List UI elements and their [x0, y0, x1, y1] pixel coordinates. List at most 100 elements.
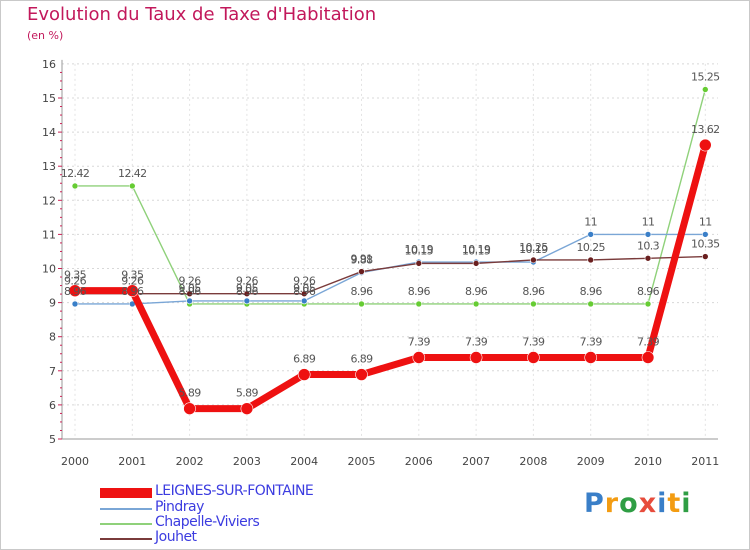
- data-point-leignes-sur-fontaine: [240, 402, 254, 415]
- legend-swatch-jouhet: [100, 538, 152, 540]
- data-label-chapelle-viviers: 8.96: [522, 285, 545, 298]
- data-label-chapelle-viviers: 8.96: [637, 285, 660, 298]
- data-point-jouhet: [243, 290, 251, 298]
- data-label-jouhet: 10.15: [405, 244, 434, 257]
- data-point-pindray: [300, 297, 308, 305]
- y-tick-label: 6: [49, 399, 56, 412]
- data-label-pindray: 9.05: [179, 282, 202, 295]
- x-tick-label: 2000: [61, 455, 89, 468]
- data-label-chapelle-viviers: 8.96: [179, 285, 202, 298]
- data-point-leignes-sur-fontaine: [126, 284, 139, 297]
- data-label-leignes-sur-fontaine: 13.62: [691, 123, 720, 136]
- x-tick-label: 2010: [634, 455, 662, 468]
- logo-letter: x: [638, 488, 658, 519]
- legend-label-pindray: Pindray: [155, 499, 204, 515]
- data-point-jouhet: [300, 290, 308, 298]
- x-tick-label: 2008: [519, 455, 547, 468]
- data-point-jouhet: [358, 268, 365, 275]
- y-tick-label: 9: [49, 297, 56, 310]
- data-point-pindray: [71, 300, 79, 308]
- x-tick-label: 2002: [176, 455, 204, 468]
- data-label-chapelle-viviers: 15.25: [691, 70, 720, 83]
- series-line-leignes-sur-fontaine: [75, 144, 709, 413]
- data-point-chapelle-viviers: [587, 300, 595, 308]
- data-point-jouhet: [415, 260, 423, 267]
- data-point-jouhet: [530, 256, 537, 264]
- data-label-chapelle-viviers: 8.96: [580, 285, 603, 298]
- legend-swatch-pindray: [100, 508, 152, 510]
- logo-letter: i: [681, 488, 692, 519]
- x-tick-label: 2011: [691, 455, 719, 468]
- data-point-leignes-sur-fontaine: [68, 284, 82, 297]
- data-point-chapelle-viviers: [415, 300, 423, 308]
- data-label-leignes-sur-fontaine: 7.39: [465, 336, 488, 349]
- data-point-leignes-sur-fontaine: [355, 368, 368, 381]
- data-point-chapelle-viviers: [701, 86, 709, 93]
- data-label-jouhet: 9.91: [350, 253, 372, 266]
- data-label-jouhet: 9.26: [64, 275, 87, 288]
- chart-title: Evolution du Taux de Taxe d'Habitation: [27, 4, 377, 25]
- data-label-chapelle-viviers: 8.96: [293, 285, 316, 298]
- logo-letter: r: [604, 488, 620, 519]
- data-label-jouhet: 9.26: [179, 275, 202, 288]
- legend-label-chapelle-viviers: Chapelle-Viviers: [155, 514, 260, 530]
- x-tick-label: 2007: [462, 455, 490, 468]
- legend-swatch-leignes: [100, 488, 152, 498]
- data-label-chapelle-viviers: 8.96: [408, 285, 431, 298]
- data-label-leignes-sur-fontaine: 7.39: [637, 336, 660, 349]
- data-label-jouhet: 9.26: [293, 275, 316, 288]
- data-point-chapelle-viviers: [530, 300, 537, 308]
- data-point-leignes-sur-fontaine: [641, 351, 655, 364]
- data-label-jouhet: 10.25: [576, 241, 605, 254]
- data-label-leignes-sur-fontaine: 9.35: [121, 269, 144, 282]
- chart-subtitle: (en %): [27, 29, 64, 42]
- legend-label-leignes: LEIGNES-SUR-FONTAINE: [155, 483, 314, 499]
- data-label-leignes-sur-fontaine: 7.39: [408, 336, 431, 349]
- data-label-pindray: 11: [699, 215, 712, 228]
- data-label-leignes-sur-fontaine: 6.89: [293, 353, 316, 366]
- data-label-jouhet: 10.3: [637, 239, 660, 252]
- data-label-pindray: 9.88: [350, 254, 373, 267]
- data-point-leignes-sur-fontaine: [584, 351, 598, 364]
- data-point-jouhet: [587, 256, 595, 264]
- y-tick-label: 13: [42, 160, 56, 173]
- data-label-leignes-sur-fontaine: 7.39: [580, 336, 603, 349]
- y-tick-label: 7: [49, 365, 56, 378]
- y-tick-label: 8: [49, 331, 56, 344]
- data-point-jouhet: [186, 290, 193, 298]
- series-line-jouhet: [75, 255, 706, 295]
- data-label-jouhet: 9.26: [121, 275, 144, 288]
- x-tick-label: 2004: [290, 455, 318, 468]
- data-point-leignes-sur-fontaine: [469, 351, 483, 364]
- data-label-pindray: 8.96: [121, 285, 144, 298]
- data-point-jouhet: [472, 260, 480, 267]
- x-tick-label: 2005: [348, 455, 376, 468]
- data-label-chapelle-viviers: 8.96: [236, 285, 259, 298]
- data-point-chapelle-viviers: [472, 300, 480, 308]
- logo-letter: t: [667, 488, 682, 519]
- y-tick-label: 14: [42, 126, 56, 139]
- logo-letter: i: [657, 488, 668, 519]
- logo-letter: P: [584, 488, 605, 519]
- data-point-jouhet: [644, 254, 652, 262]
- y-tick-label: 10: [42, 263, 56, 276]
- x-tick-label: 2003: [233, 455, 261, 468]
- data-point-leignes-sur-fontaine: [527, 351, 540, 364]
- x-tick-label: 2006: [405, 455, 433, 468]
- data-label-pindray: 10.19: [405, 243, 434, 256]
- data-point-leignes-sur-fontaine: [183, 402, 196, 415]
- y-tick-label: 11: [42, 228, 56, 241]
- data-point-pindray: [701, 231, 709, 238]
- y-tick-label: 15: [42, 92, 56, 105]
- y-tick-label: 5: [49, 433, 56, 446]
- data-point-pindray: [243, 297, 251, 305]
- data-point-chapelle-viviers: [644, 300, 652, 308]
- data-point-leignes-sur-fontaine: [698, 138, 712, 152]
- data-label-pindray: 9.05: [236, 282, 259, 295]
- series-line-chapelle-viviers: [75, 89, 706, 305]
- data-label-pindray: 8.96: [64, 285, 87, 298]
- y-tick-label: 12: [42, 194, 56, 207]
- x-tick-label: 2009: [577, 455, 605, 468]
